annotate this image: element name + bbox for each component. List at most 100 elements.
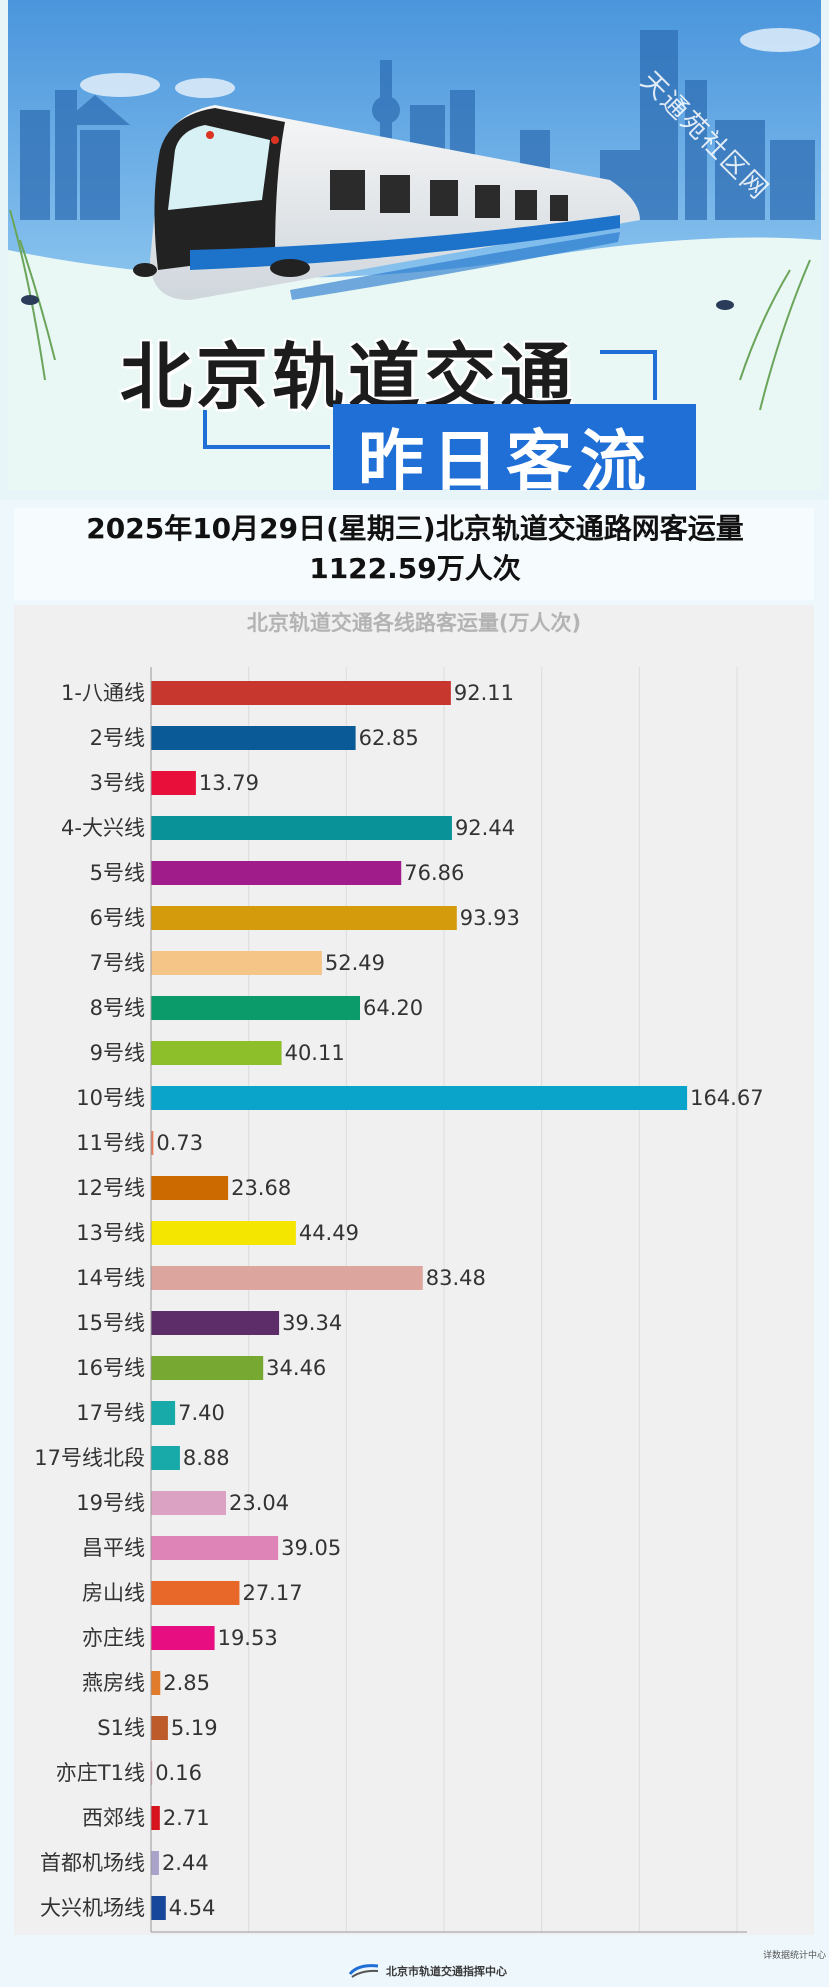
bar (151, 771, 196, 795)
value-label: 2.85 (163, 1671, 210, 1695)
chart-panel: 北京轨道交通各线路客运量(万人次) 1-八通线 2号线 3号线 4-大兴线 5号线 6号线… (14, 605, 814, 1935)
bar (151, 1131, 154, 1155)
category-label: 16号线 (76, 1356, 145, 1380)
category-label: 大兴机场线 (40, 1896, 145, 1920)
bar (151, 1401, 176, 1425)
category-label: 8号线 (90, 996, 145, 1020)
bar (151, 996, 361, 1020)
value-label: 23.68 (231, 1176, 291, 1200)
category-label: 2号线 (90, 726, 145, 750)
bar (151, 1041, 282, 1065)
bar-chart: 北京轨道交通各线路客运量(万人次) 1-八通线 2号线 3号线 4-大兴线 5号线 6号线… (34, 611, 764, 1933)
value-label: 0.73 (156, 1131, 203, 1155)
value-label: 34.46 (266, 1356, 326, 1380)
bar (151, 951, 322, 975)
bar (151, 1626, 215, 1650)
bar (151, 1896, 166, 1920)
category-label: 15号线 (76, 1311, 145, 1335)
value-label: 62.85 (359, 726, 419, 750)
value-label: 39.05 (281, 1536, 341, 1560)
value-label: 83.48 (426, 1266, 486, 1290)
value-label: 164.67 (690, 1086, 763, 1110)
bar (151, 1716, 168, 1740)
value-label: 44.49 (299, 1221, 359, 1245)
bar (151, 1176, 229, 1200)
banner-title-box (333, 404, 696, 490)
bar (151, 1761, 153, 1785)
value-label: 2.44 (162, 1851, 209, 1875)
bar (151, 1086, 688, 1110)
value-label: 23.04 (229, 1491, 289, 1515)
bar (151, 1536, 279, 1560)
category-label: 19号线 (76, 1491, 145, 1515)
footer-logo: 北京市轨道交通指挥中心 (348, 1962, 507, 1980)
value-labels: 92.11 62.85 13.79 92.44 76.86 93.93 52.49 64.20… (155, 681, 763, 1920)
category-label: 12号线 (76, 1176, 145, 1200)
category-label: 首都机场线 (40, 1851, 145, 1875)
category-label: 17号线北段 (34, 1446, 145, 1470)
chart-title: 北京轨道交通各线路客运量(万人次) (247, 611, 581, 635)
value-label: 4.54 (169, 1896, 216, 1920)
category-label: 房山线 (82, 1581, 145, 1605)
category-label: 昌平线 (82, 1536, 145, 1560)
footer-logo-text: 北京市轨道交通指挥中心 (386, 1965, 507, 1978)
category-labels: 1-八通线 2号线 3号线 4-大兴线 5号线 6号线 7号线 8号线 9号线 10号线 11号线 1… (34, 681, 145, 1920)
summary-panel (14, 508, 814, 600)
banner-title-line2: 昨日客流 (358, 423, 654, 500)
category-label: 亦庄T1线 (56, 1761, 145, 1785)
bar (151, 1806, 160, 1830)
value-label: 5.19 (171, 1716, 218, 1740)
bar (151, 1311, 280, 1335)
value-label: 93.93 (460, 906, 520, 930)
value-label: 76.86 (404, 861, 464, 885)
value-label: 39.34 (282, 1311, 342, 1335)
value-label: 92.11 (454, 681, 514, 705)
banner-illustration (0, 0, 829, 500)
bird-right-icon (716, 300, 734, 310)
bar (151, 816, 452, 840)
bar (151, 1356, 264, 1380)
category-label: 4-大兴线 (61, 816, 145, 840)
bars (151, 681, 688, 1920)
title-connector-lines (203, 350, 657, 449)
category-label: 西郊线 (82, 1806, 145, 1830)
bar (151, 1446, 180, 1470)
grid-lines (150, 667, 738, 1932)
bar (151, 861, 402, 885)
willow-branch-right (739, 259, 811, 411)
bar (151, 726, 356, 750)
value-label: 2.71 (163, 1806, 210, 1830)
bar (151, 1581, 240, 1605)
category-label: 17号线 (76, 1401, 145, 1425)
value-label: 7.40 (178, 1401, 225, 1425)
category-label: 9号线 (90, 1041, 145, 1065)
category-label: 亦庄线 (82, 1626, 145, 1650)
category-label: 10号线 (76, 1086, 145, 1110)
bar (151, 1266, 423, 1290)
category-label: 5号线 (90, 861, 145, 885)
bird-left-icon (21, 295, 39, 305)
value-label: 40.11 (285, 1041, 345, 1065)
category-label: S1线 (97, 1716, 145, 1740)
bar (151, 1221, 296, 1245)
category-label: 6号线 (90, 906, 145, 930)
category-label: 7号线 (90, 951, 145, 975)
bar (151, 906, 457, 930)
value-label: 52.49 (325, 951, 385, 975)
category-label: 燕房线 (82, 1671, 145, 1695)
bar (151, 1491, 227, 1515)
train-illustration (133, 105, 640, 300)
value-label: 92.44 (455, 816, 515, 840)
bar (151, 681, 451, 705)
bar (151, 1671, 161, 1695)
category-label: 13号线 (76, 1221, 145, 1245)
value-label: 13.79 (199, 771, 259, 795)
value-label: 19.53 (218, 1626, 278, 1650)
clouds (80, 28, 820, 98)
category-label: 1-八通线 (61, 681, 145, 705)
summary-headline: 2025年10月29日(星期三)北京轨道交通路网客运量1122.59万人次 (86, 512, 744, 585)
value-label: 0.16 (155, 1761, 202, 1785)
value-label: 8.88 (183, 1446, 230, 1470)
category-label: 14号线 (76, 1266, 145, 1290)
metro-logo-icon (348, 1964, 379, 1978)
